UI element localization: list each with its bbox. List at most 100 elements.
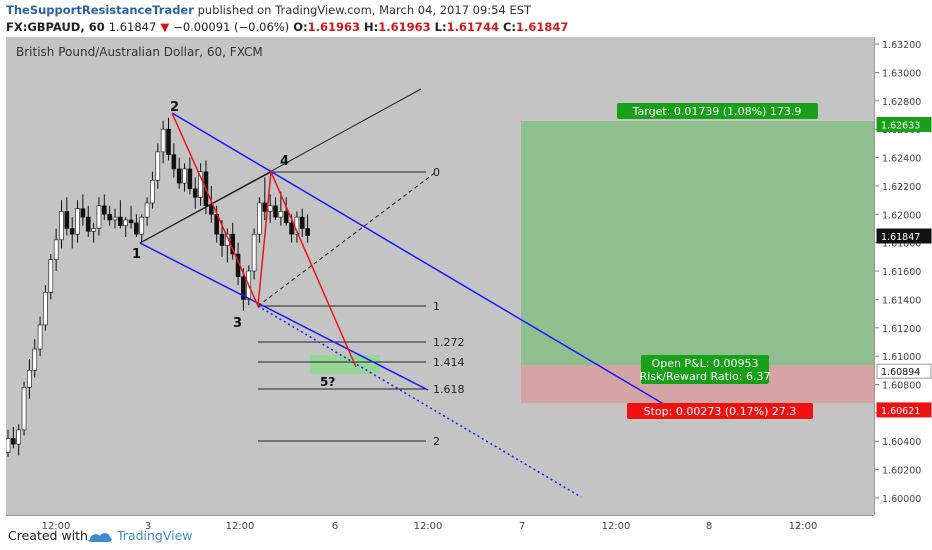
candle-body bbox=[192, 188, 198, 198]
candle-body bbox=[187, 168, 193, 190]
price-tick-label: 1.63000 bbox=[882, 68, 921, 79]
time-tick-label: 3 bbox=[145, 521, 151, 532]
candle-body bbox=[150, 179, 155, 204]
price-tick-label: 1.63200 bbox=[882, 40, 921, 51]
risk-reward-text: Risk/Reward Ratio: 6.37 bbox=[640, 370, 771, 383]
high-value: 1.61963 bbox=[378, 20, 431, 34]
candle-body bbox=[102, 205, 107, 215]
candle-body bbox=[283, 211, 289, 224]
candle-body bbox=[267, 205, 273, 212]
fib-label-1618: 1.618 bbox=[433, 383, 465, 396]
candle-body bbox=[64, 211, 70, 229]
down-arrow-icon: ▼ bbox=[160, 20, 170, 34]
low-value: 1.61744 bbox=[446, 20, 499, 34]
time-tick-label: 12:00 bbox=[414, 521, 443, 532]
author-link[interactable]: TheSupportResistanceTrader bbox=[6, 3, 194, 17]
chart-svg[interactable]: British Pound/Australian Dollar, 60, FXC… bbox=[6, 37, 874, 515]
entry-price-tag bbox=[876, 363, 932, 379]
candle-body bbox=[37, 324, 43, 350]
candle-body bbox=[262, 202, 268, 212]
candle-body bbox=[198, 171, 203, 198]
candles bbox=[6, 117, 310, 457]
wave-label-3: 3 bbox=[233, 316, 242, 331]
time-tick-label: 12:00 bbox=[789, 521, 818, 532]
target-zone bbox=[521, 121, 874, 365]
price-axis[interactable]: 1.632001.630001.628001.626001.624001.622… bbox=[874, 37, 932, 515]
candle-body bbox=[11, 438, 16, 445]
target-price-tag-label: 1.62633 bbox=[881, 121, 920, 132]
wave-path[interactable] bbox=[171, 112, 357, 368]
candle-body bbox=[144, 202, 150, 218]
candle-body bbox=[48, 259, 54, 293]
channel-upper-line[interactable] bbox=[171, 112, 668, 407]
candle-body bbox=[160, 128, 166, 153]
price-tick-label: 1.60400 bbox=[882, 437, 921, 448]
candle-body bbox=[251, 233, 257, 272]
fib-label-0: 0 bbox=[433, 166, 440, 179]
fib-label-2: 2 bbox=[433, 435, 440, 448]
wave-label-4: 4 bbox=[280, 154, 289, 169]
candle-body bbox=[278, 211, 284, 218]
current-price-tag bbox=[876, 228, 932, 244]
candle-body bbox=[225, 233, 230, 246]
current-price-tag-label: 1.61847 bbox=[881, 232, 920, 243]
time-tick-label: 12:00 bbox=[226, 521, 255, 532]
fib-label-1272: 1.272 bbox=[433, 336, 465, 349]
candle-body bbox=[123, 219, 128, 226]
open-value: 1.61963 bbox=[307, 20, 360, 34]
price-tick-label: 1.61600 bbox=[882, 267, 921, 278]
candle-body bbox=[305, 228, 310, 236]
candle-body bbox=[257, 202, 262, 235]
price-tick-label: 1.61200 bbox=[882, 324, 921, 335]
price-tick-label: 1.60800 bbox=[882, 381, 921, 392]
stop-price-tag-label: 1.60621 bbox=[881, 406, 920, 417]
time-axis[interactable]: 12:00 3 12:00 6 12:00 7 12:00 8 12:00 bbox=[6, 515, 874, 534]
candle-body bbox=[155, 151, 161, 181]
price-tick-label: 1.61000 bbox=[882, 352, 921, 363]
symbol-label: FX:GBPAUD, 60 bbox=[6, 20, 105, 34]
footer: Created with TradingView bbox=[0, 518, 874, 550]
entry-price-tag-label: 1.60894 bbox=[881, 367, 920, 378]
candle-body bbox=[176, 168, 182, 184]
candle-body bbox=[21, 387, 27, 431]
candle-body bbox=[59, 211, 64, 241]
trend-line-dashed[interactable] bbox=[257, 171, 437, 307]
candle-body bbox=[75, 208, 80, 235]
pnl-badge[interactable] bbox=[641, 355, 769, 384]
candle-body bbox=[171, 154, 177, 170]
wave-label-1: 1 bbox=[132, 247, 141, 262]
published-text: published on TradingView.com, March 04, … bbox=[197, 3, 532, 17]
target-badge[interactable] bbox=[617, 103, 818, 119]
wave-label-5: 5? bbox=[320, 375, 335, 389]
candle-body bbox=[6, 438, 11, 453]
stop-badge-text: Stop: 0.00273 (0.17%) 27.3 bbox=[644, 405, 797, 418]
candle-body bbox=[128, 219, 134, 224]
open-label: O: bbox=[293, 20, 308, 34]
target-badge-text: Target: 0.01739 (1.08%) 173.9 bbox=[632, 105, 802, 118]
candle-body bbox=[69, 228, 75, 235]
candle-body bbox=[118, 216, 123, 226]
high-label: H: bbox=[363, 20, 379, 34]
candle-body bbox=[16, 429, 21, 445]
candle-body bbox=[80, 208, 86, 218]
candle-body bbox=[219, 233, 225, 246]
target-price-tag bbox=[876, 117, 932, 133]
created-with-text: Created with bbox=[8, 528, 88, 543]
price-tick-label: 1.62200 bbox=[882, 182, 921, 193]
time-tick-label: 8 bbox=[706, 521, 712, 532]
price-tick-label: 1.62800 bbox=[882, 97, 921, 108]
time-axis-svg: 12:00 3 12:00 6 12:00 7 12:00 8 12:00 bbox=[42, 521, 818, 532]
channel-lower-line[interactable] bbox=[139, 242, 429, 391]
tradingview-brand[interactable]: TradingView bbox=[117, 528, 193, 543]
chart-area[interactable]: British Pound/Australian Dollar, 60, FXC… bbox=[6, 37, 874, 515]
fib-target-box bbox=[310, 355, 380, 374]
symbol-info: FX:GBPAUD, 60 1.61847 ▼ −0.00091 (−0.06%… bbox=[6, 20, 568, 34]
close-value: 1.61847 bbox=[516, 20, 569, 34]
price-axis-svg: 1.632001.630001.628001.626001.624001.622… bbox=[875, 40, 932, 505]
fib-label-1414: 1.414 bbox=[433, 356, 465, 369]
candle-body bbox=[134, 222, 139, 235]
stop-badge[interactable] bbox=[627, 403, 813, 419]
candle-body bbox=[299, 216, 305, 229]
wave-label-2: 2 bbox=[170, 100, 179, 115]
price-tick-label: 1.61400 bbox=[882, 295, 921, 306]
